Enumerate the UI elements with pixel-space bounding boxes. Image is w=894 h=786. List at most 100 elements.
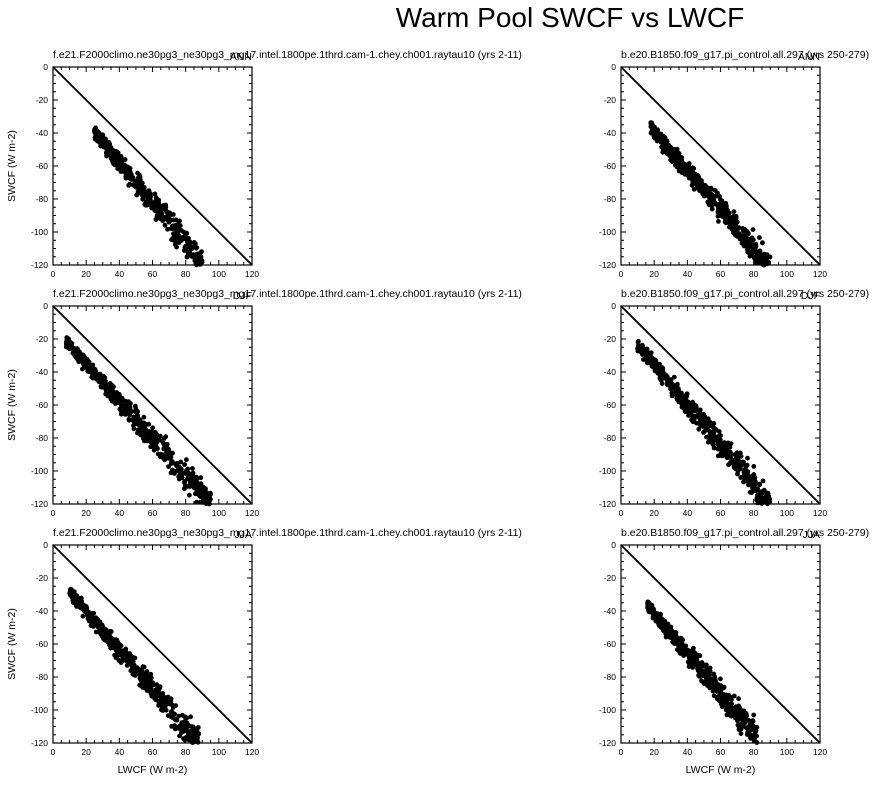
data-point xyxy=(69,594,75,600)
data-point xyxy=(702,191,707,197)
data-point xyxy=(123,407,129,413)
x-tick-label: 100 xyxy=(212,747,226,757)
data-point xyxy=(143,199,149,205)
y-tick-label: -20 xyxy=(604,573,617,583)
data-point xyxy=(198,481,204,487)
data-point xyxy=(196,731,202,737)
data-point xyxy=(710,684,716,690)
data-point xyxy=(141,425,147,431)
data-point xyxy=(199,485,205,490)
data-point xyxy=(733,213,739,219)
data-point xyxy=(179,723,185,729)
data-point xyxy=(664,138,670,144)
data-point xyxy=(644,346,650,352)
data-point xyxy=(188,483,194,489)
data-point xyxy=(746,482,751,488)
data-point xyxy=(133,415,138,421)
data-point xyxy=(671,155,677,161)
data-point xyxy=(141,187,146,193)
data-point xyxy=(746,730,752,735)
data-point xyxy=(673,638,679,643)
data-point xyxy=(120,162,126,168)
data-point xyxy=(137,422,142,428)
data-point xyxy=(98,631,104,637)
data-point xyxy=(660,148,666,153)
data-point xyxy=(163,202,169,208)
data-point xyxy=(720,685,726,691)
y-tick-label: 0 xyxy=(611,62,616,72)
data-point xyxy=(159,207,164,212)
data-point xyxy=(751,712,757,718)
data-point xyxy=(699,412,704,418)
data-point xyxy=(190,724,195,730)
data-point xyxy=(747,250,752,256)
data-point xyxy=(173,703,179,708)
data-point xyxy=(175,232,181,238)
x-tick-label: 60 xyxy=(716,269,726,279)
data-point xyxy=(684,393,690,399)
data-point xyxy=(133,406,139,412)
data-point xyxy=(701,419,707,424)
data-point xyxy=(703,424,709,430)
data-point xyxy=(760,478,766,484)
data-point xyxy=(667,148,673,154)
y-tick-label: -40 xyxy=(604,606,617,616)
data-point xyxy=(183,715,188,721)
data-point xyxy=(186,242,192,248)
data-point xyxy=(146,188,152,194)
data-point xyxy=(161,694,167,700)
data-point xyxy=(651,134,657,139)
data-point xyxy=(718,433,723,438)
data-point xyxy=(70,590,76,596)
panel-title: f.e21.F2000climo.ne30pg3_ne30pg3_mg17.in… xyxy=(53,288,522,300)
data-point xyxy=(722,447,728,453)
x-tick-label: 40 xyxy=(115,269,125,279)
x-tick-label: 20 xyxy=(649,747,659,757)
data-point xyxy=(188,714,194,720)
data-point xyxy=(649,363,655,369)
data-point xyxy=(729,701,734,707)
data-point xyxy=(194,499,200,505)
data-point xyxy=(723,203,729,209)
data-point xyxy=(81,355,86,360)
y-tick-label: -120 xyxy=(599,738,616,748)
data-point xyxy=(745,455,750,461)
data-point xyxy=(105,637,111,643)
data-point xyxy=(98,372,103,378)
x-tick-label: 20 xyxy=(649,508,659,518)
data-point xyxy=(701,430,706,435)
data-point xyxy=(143,202,149,208)
data-point xyxy=(105,152,111,158)
data-point xyxy=(744,242,750,248)
data-point xyxy=(724,701,730,706)
data-point xyxy=(129,663,135,669)
data-point xyxy=(81,365,87,370)
data-point xyxy=(737,233,742,239)
data-point xyxy=(752,246,758,252)
x-tick-label: 0 xyxy=(51,269,56,279)
data-point xyxy=(690,665,696,670)
axis-ticks xyxy=(620,544,821,744)
x-tick-label: 100 xyxy=(780,747,794,757)
data-point xyxy=(744,229,750,235)
data-point xyxy=(696,426,702,432)
x-tick-label: 60 xyxy=(148,508,158,518)
axis-ticks xyxy=(52,66,253,266)
data-point xyxy=(762,497,768,503)
data-point xyxy=(698,185,704,190)
data-point xyxy=(76,356,82,362)
data-point xyxy=(742,467,748,473)
data-point xyxy=(140,196,146,202)
data-point xyxy=(682,169,688,175)
data-point xyxy=(153,434,159,440)
data-point xyxy=(750,227,756,233)
x-tick-label: 120 xyxy=(813,508,827,518)
data-point xyxy=(178,459,184,465)
x-axis-label: LWCF (W m-2) xyxy=(686,764,756,776)
data-point xyxy=(663,634,669,640)
x-tick-label: 120 xyxy=(245,747,259,757)
data-point xyxy=(111,384,116,390)
data-point xyxy=(716,429,722,434)
y-axis-label: SWCF (W m-2) xyxy=(6,369,18,441)
panel-title: b.e20.B1850.f09_g17.pi_control.all.297 (… xyxy=(621,527,869,539)
